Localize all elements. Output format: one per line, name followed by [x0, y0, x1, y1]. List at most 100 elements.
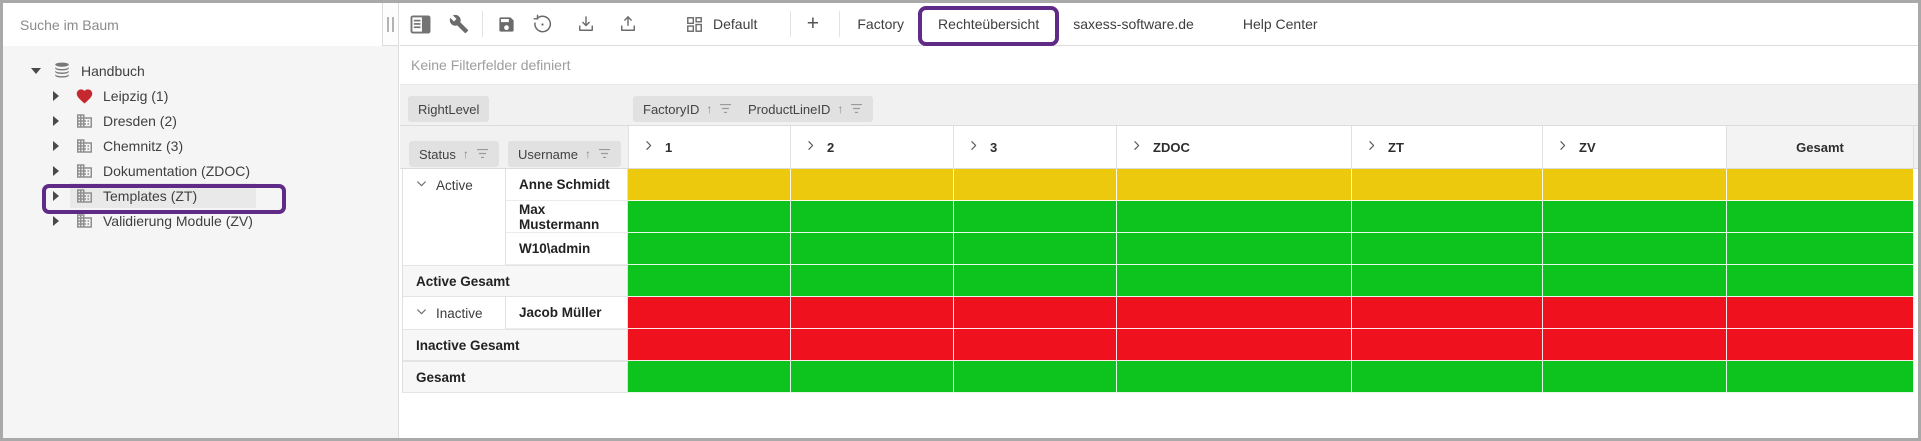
field-chip-username[interactable]: Username ↑ [508, 141, 621, 167]
column-header-1[interactable]: 1 [628, 126, 791, 168]
field-chip-factoryid[interactable]: FactoryID ↑ [633, 96, 743, 122]
sort-ascending-icon[interactable]: ↑ [462, 147, 469, 161]
expand-chevron-icon[interactable] [1365, 139, 1378, 155]
pivot-value-cell[interactable] [1352, 329, 1543, 361]
pivot-value-cell[interactable] [1117, 265, 1352, 297]
tab-rechte-bersicht[interactable]: Rechteübersicht [918, 3, 1060, 46]
tree-search-input[interactable]: Suche im Baum [3, 3, 383, 46]
pivot-value-cell[interactable] [1727, 329, 1914, 361]
expand-chevron-icon[interactable] [642, 139, 655, 155]
collapse-chevron-icon[interactable] [415, 177, 428, 193]
pivot-value-cell[interactable] [628, 233, 791, 265]
tree-item-dresden-2[interactable]: Dresden (2) [3, 108, 398, 133]
pivot-value-cell[interactable] [1352, 265, 1543, 297]
pivot-value-cell[interactable] [1727, 169, 1914, 201]
pivot-value-cell[interactable] [1117, 329, 1352, 361]
pivot-value-cell[interactable] [1727, 233, 1914, 265]
pivot-value-cell[interactable] [954, 169, 1117, 201]
wrench-icon[interactable] [448, 13, 470, 35]
column-header-zv[interactable]: ZV [1543, 126, 1727, 168]
expander-right-icon[interactable] [53, 140, 70, 151]
filter-icon[interactable] [719, 102, 732, 117]
pivot-value-cell[interactable] [1352, 361, 1543, 393]
pivot-value-cell[interactable] [628, 329, 791, 361]
expander-right-icon[interactable] [53, 115, 70, 126]
pivot-value-cell[interactable] [1352, 201, 1543, 233]
pivot-value-cell[interactable] [1117, 233, 1352, 265]
tree-item-templates-zt[interactable]: Templates (ZT) [3, 183, 398, 214]
tree-item-dokumentation-zdoc[interactable]: Dokumentation (ZDOC) [3, 158, 398, 183]
pivot-value-cell[interactable] [1727, 297, 1914, 329]
column-header-2[interactable]: 2 [791, 126, 954, 168]
layout-selector-button[interactable]: Default [683, 13, 757, 35]
tree-item-validierung-module-zv[interactable]: Validierung Module (ZV) [3, 208, 398, 233]
field-chip-rightlevel[interactable]: RightLevel [408, 96, 490, 122]
pivot-value-cell[interactable] [628, 361, 791, 393]
tab-factory[interactable]: Factory [857, 16, 905, 32]
field-chip-status[interactable]: Status ↑ [409, 141, 499, 167]
sort-ascending-icon[interactable]: ↑ [706, 102, 713, 116]
filter-drop-area[interactable]: Keine Filterfelder definiert [400, 46, 1918, 85]
pivot-value-cell[interactable] [791, 329, 954, 361]
filter-icon[interactable] [850, 102, 863, 117]
pivot-value-cell[interactable] [628, 201, 791, 233]
download-icon[interactable] [575, 13, 597, 35]
tree-item-chemnitz-3[interactable]: Chemnitz (3) [3, 133, 398, 158]
panel-toggle-icon[interactable] [409, 13, 431, 35]
filter-icon[interactable] [476, 147, 489, 162]
pivot-value-cell[interactable] [954, 233, 1117, 265]
field-chip-productlineid[interactable]: ProductLineID ↑ [738, 96, 874, 122]
pivot-value-cell[interactable] [1543, 361, 1727, 393]
pivot-value-cell[interactable] [1117, 169, 1352, 201]
pivot-value-cell[interactable] [1543, 329, 1727, 361]
column-header-3[interactable]: 3 [954, 126, 1117, 168]
expander-right-icon[interactable] [53, 165, 70, 176]
pivot-value-cell[interactable] [954, 265, 1117, 297]
pivot-value-cell[interactable] [628, 297, 791, 329]
pivot-value-cell[interactable] [1543, 169, 1727, 201]
expand-chevron-icon[interactable] [967, 139, 980, 155]
column-header-zt[interactable]: ZT [1352, 126, 1543, 168]
pivot-value-cell[interactable] [954, 201, 1117, 233]
column-header-zdoc[interactable]: ZDOC [1117, 126, 1352, 168]
expander-down-icon[interactable] [31, 67, 48, 74]
sort-ascending-icon[interactable]: ↑ [584, 147, 591, 161]
filter-icon[interactable] [598, 147, 611, 162]
expander-right-icon[interactable] [53, 190, 70, 201]
pivot-value-cell[interactable] [1117, 201, 1352, 233]
add-layout-button[interactable]: + [806, 12, 819, 35]
pivot-value-cell[interactable] [1352, 297, 1543, 329]
pivot-value-cell[interactable] [791, 265, 954, 297]
sort-ascending-icon[interactable]: ↑ [837, 102, 844, 116]
save-icon[interactable] [495, 13, 517, 35]
pivot-value-cell[interactable] [1352, 233, 1543, 265]
status-group-cell-inactive[interactable]: Inactive [402, 297, 506, 329]
pivot-value-cell[interactable] [791, 297, 954, 329]
pivot-value-cell[interactable] [1543, 297, 1727, 329]
expander-right-icon[interactable] [53, 215, 70, 226]
pivot-value-cell[interactable] [1117, 361, 1352, 393]
expander-right-icon[interactable] [53, 90, 70, 101]
tab-help-center[interactable]: Help Center [1242, 16, 1318, 32]
tree-item-handbuch[interactable]: Handbuch [3, 58, 398, 83]
tab-saxess-software-de[interactable]: saxess-software.de [1073, 16, 1194, 32]
status-group-cell-active[interactable]: Active [402, 169, 506, 201]
pivot-value-cell[interactable] [791, 201, 954, 233]
collapse-chevron-icon[interactable] [415, 305, 428, 321]
pivot-value-cell[interactable] [954, 329, 1117, 361]
panel-splitter-handle[interactable] [383, 3, 398, 45]
pivot-value-cell[interactable] [1727, 265, 1914, 297]
pivot-value-cell[interactable] [954, 297, 1117, 329]
pivot-value-cell[interactable] [1543, 233, 1727, 265]
upload-icon[interactable] [617, 13, 639, 35]
pivot-value-cell[interactable] [1727, 201, 1914, 233]
pivot-value-cell[interactable] [1543, 265, 1727, 297]
expand-chevron-icon[interactable] [804, 139, 817, 155]
pivot-value-cell[interactable] [628, 265, 791, 297]
pivot-value-cell[interactable] [1352, 169, 1543, 201]
expand-chevron-icon[interactable] [1130, 139, 1143, 155]
pivot-value-cell[interactable] [628, 169, 791, 201]
pivot-value-cell[interactable] [1117, 297, 1352, 329]
pivot-value-cell[interactable] [791, 169, 954, 201]
tree-item-leipzig-1[interactable]: Leipzig (1) [3, 83, 398, 108]
